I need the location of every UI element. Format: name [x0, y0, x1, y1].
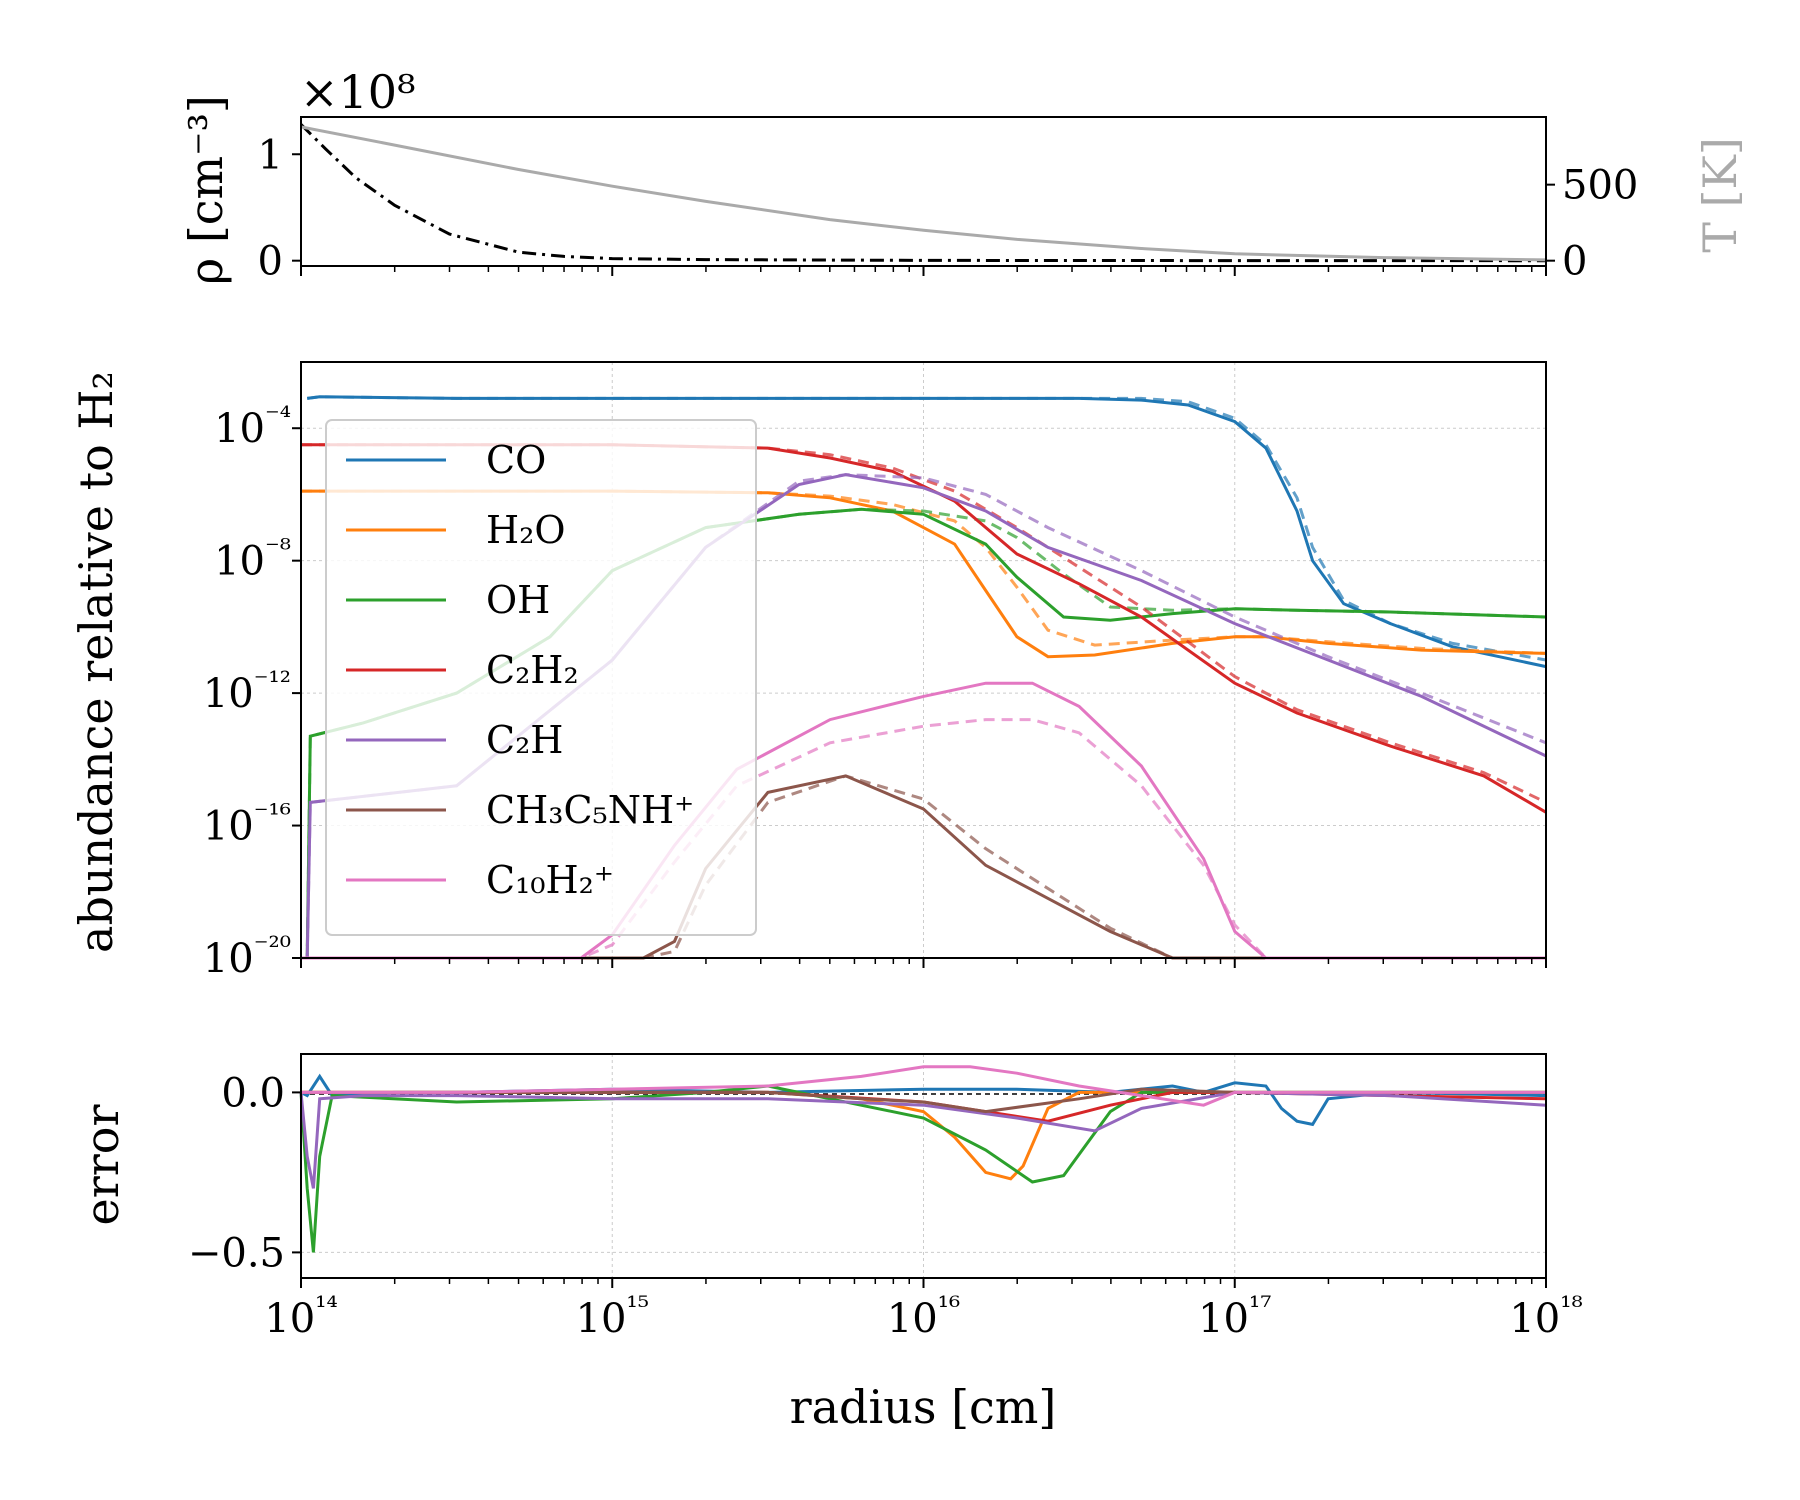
legend-label: C₁₀H₂⁺ — [486, 858, 614, 902]
legend-label: H₂O — [486, 508, 566, 552]
legend-box — [325, 419, 757, 936]
top-panel: 0 1 0 500 ×10⁸ ρ [cm⁻³] T [K] — [179, 65, 1747, 285]
bottom-frame — [300, 1053, 1547, 1279]
abundance-axis-label: abundance relative to H₂ — [69, 371, 123, 953]
bottom-ytick-label: −0.5 — [188, 1230, 285, 1276]
middle-ytick-label: 10⁻²⁰ — [203, 930, 291, 982]
xtick-label: 10¹⁵ — [576, 1290, 649, 1342]
legend-label: C₂H — [486, 718, 563, 762]
top-right-ytick-label: 0 — [1562, 239, 1587, 285]
xtick-label: 10¹⁴ — [264, 1290, 337, 1342]
top-plot-area — [299, 123, 1547, 263]
top-offset-text: ×10⁸ — [300, 65, 416, 119]
series-model-line — [301, 774, 1546, 960]
temperature-axis-label: T [K] — [1693, 137, 1747, 253]
xtick-label: 10¹⁷ — [1198, 1290, 1271, 1342]
series-temperature-line — [300, 125, 1547, 262]
legend-label: CH₃C₅NH⁺ — [486, 788, 694, 832]
bottom-grid — [301, 1054, 1546, 1278]
legend: CO H₂O OH C₂H₂ C₂H CH₃C₅NH⁺ C₁₀H₂⁺ — [325, 419, 757, 936]
series-error-line — [299, 1090, 1547, 1189]
series-error-line — [301, 1065, 1546, 1107]
legend-label: C₂H₂ — [486, 648, 579, 692]
bottom-ytick-label: 0.0 — [221, 1070, 285, 1116]
bottom-axes: 0.0 −0.5 10¹⁴ 10¹⁵ 10¹⁶ 10¹⁷ 10¹⁸ — [188, 1070, 1583, 1342]
top-left-ytick-label: 1 — [258, 132, 283, 178]
series-error-line — [301, 1087, 1546, 1114]
top-axes: 0 1 0 500 — [258, 132, 1639, 284]
legend-label: CO — [486, 438, 546, 482]
radius-axis-label: radius [cm] — [790, 1380, 1057, 1434]
xtick-label: 10¹⁶ — [887, 1290, 960, 1342]
density-axis-label: ρ [cm⁻³] — [179, 95, 233, 285]
middle-panel: 10⁻⁴ 10⁻⁸ 10⁻¹² 10⁻¹⁶ 10⁻²⁰ abundance relati… — [69, 361, 1547, 982]
series-model-line — [307, 395, 1547, 669]
legend-label: OH — [486, 578, 550, 622]
error-axis-label: error — [75, 1105, 129, 1226]
top-left-ytick-label: 0 — [258, 239, 283, 285]
bottom-plot-area — [299, 1065, 1547, 1253]
middle-ytick-label: 10⁻¹² — [203, 665, 291, 717]
top-right-ytick-label: 500 — [1562, 163, 1638, 209]
middle-ytick-label: 10⁻¹⁶ — [203, 798, 291, 850]
middle-axes: 10⁻⁴ 10⁻⁸ 10⁻¹² 10⁻¹⁶ 10⁻²⁰ — [203, 400, 1547, 982]
middle-ytick-label: 10⁻⁴ — [214, 400, 291, 452]
middle-ytick-label: 10⁻⁸ — [214, 533, 291, 585]
xtick-label: 10¹⁸ — [1509, 1290, 1582, 1342]
series-density-line — [299, 123, 1547, 263]
bottom-panel: 0.0 −0.5 10¹⁴ 10¹⁵ 10¹⁶ 10¹⁷ 10¹⁸ error radius… — [75, 1053, 1583, 1434]
